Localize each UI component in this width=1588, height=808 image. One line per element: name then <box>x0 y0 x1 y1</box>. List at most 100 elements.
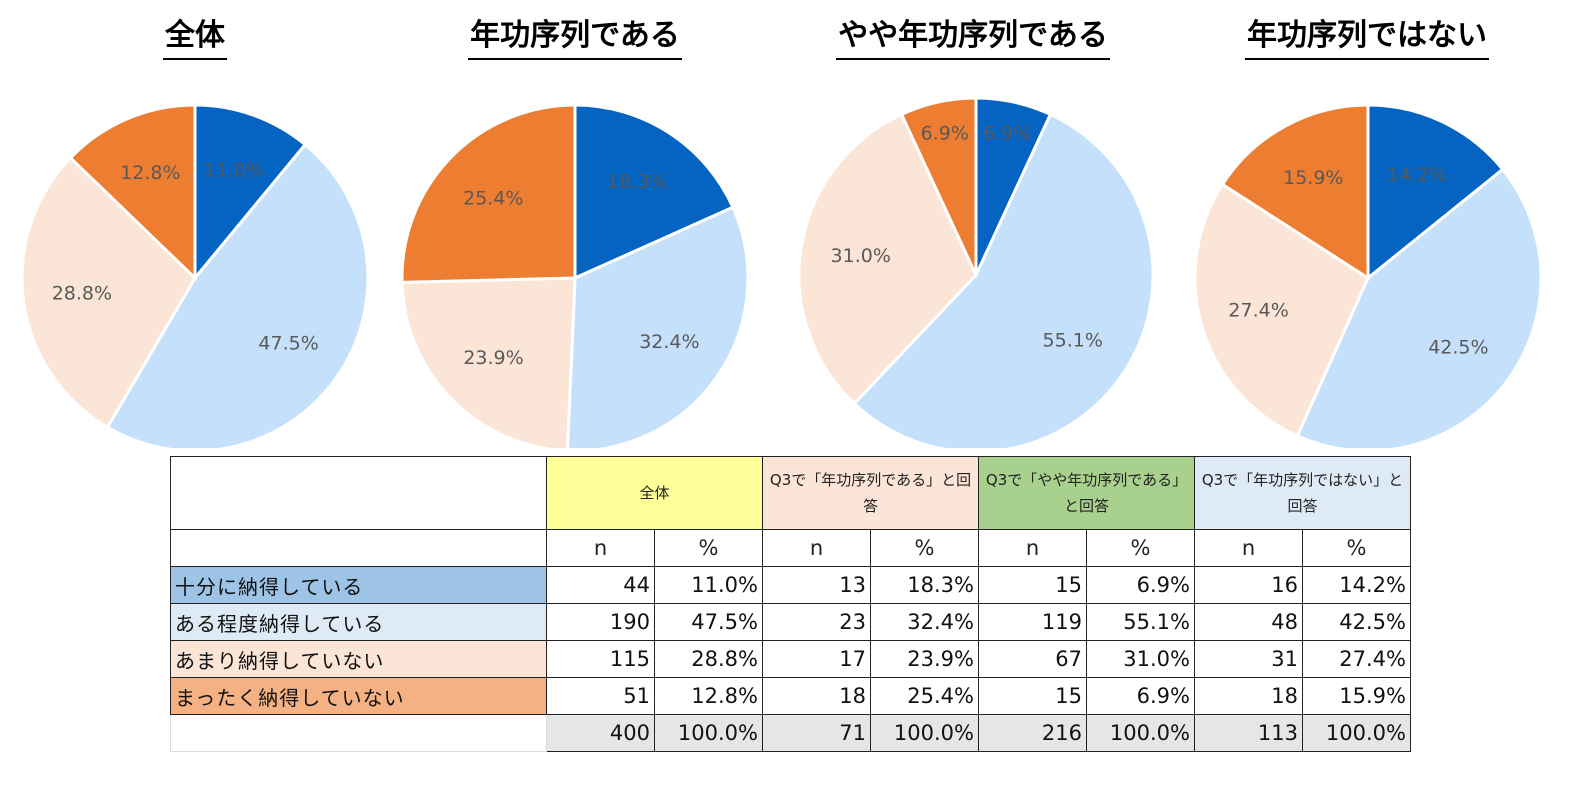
label-fully-satisfied: 18.3% <box>607 171 667 193</box>
cell-n: 44 <box>546 566 655 604</box>
cell-pct: 18.3% <box>870 566 979 604</box>
label-not-at-all-satisfied: 12.8% <box>120 162 180 184</box>
slice-not-at-all-satisfied <box>68 103 197 282</box>
group-header-seniority: Q3で「年功序列である」と回答 <box>762 456 979 530</box>
cell-n: 31 <box>1194 640 1303 678</box>
chart-title: 全体 <box>163 18 227 60</box>
cell-pct: 31.0% <box>1086 640 1195 678</box>
sub-header-pct: % <box>1086 529 1195 567</box>
label-not-very-satisfied: 23.9% <box>463 347 523 369</box>
cell-pct: 11.0% <box>654 566 763 604</box>
slice-somewhat-satisfied <box>1295 167 1543 448</box>
data-table: 全体 Q3で「年功序列である」と回答 Q3で「やや年功序列である」と回答 Q3で… <box>170 456 1411 752</box>
label-not-at-all-satisfied: 25.4% <box>463 187 523 209</box>
slice-somewhat-satisfied <box>566 205 750 448</box>
slice-not-very-satisfied <box>797 112 978 406</box>
total-n: 113 <box>1194 714 1303 752</box>
row-label: まったく納得していない <box>170 677 547 715</box>
cell-pct: 47.5% <box>654 603 763 641</box>
cell-n: 51 <box>546 677 655 715</box>
cell-n: 18 <box>1194 677 1303 715</box>
slice-somewhat-satisfied <box>852 112 1155 448</box>
cell-n: 13 <box>762 566 871 604</box>
chart-title: 年功序列ではない <box>1245 18 1489 60</box>
label-somewhat-satisfied: 47.5% <box>258 333 318 355</box>
total-pct: 100.0% <box>1086 714 1195 752</box>
slice-not-very-satisfied <box>20 155 197 430</box>
pie-svg: 18.3% 32.4% 23.9% 25.4% <box>400 103 750 448</box>
row-label: ある程度納得している <box>170 603 547 641</box>
cell-n: 115 <box>546 640 655 678</box>
cell-pct: 12.8% <box>654 677 763 715</box>
label-not-at-all-satisfied: 6.9% <box>921 122 969 144</box>
label-somewhat-satisfied: 55.1% <box>1043 330 1103 352</box>
slice-fully-satisfied <box>573 103 735 281</box>
total-pct: 100.0% <box>1302 714 1411 752</box>
slice-not-at-all-satisfied <box>1220 103 1370 281</box>
pie-chart-seniority: 年功序列である 18.3% 32.4% 23.9% 25.4% <box>380 18 770 448</box>
slice-somewhat-satisfied <box>105 142 370 448</box>
total-n: 400 <box>546 714 655 752</box>
total-pct: 100.0% <box>654 714 763 752</box>
cell-pct: 32.4% <box>870 603 979 641</box>
sub-header-corner <box>170 529 547 567</box>
cell-n: 17 <box>762 640 871 678</box>
group-header-overall: 全体 <box>546 456 763 530</box>
total-row: 400 100.0% 71 100.0% 216 100.0% 113 100.… <box>170 714 1411 752</box>
table-row: 十分に納得している 44 11.0% 13 18.3% 15 6.9% 16 1… <box>170 566 1411 604</box>
cell-n: 67 <box>978 640 1087 678</box>
group-header-not-seniority: Q3で「年功序列ではない」と回答 <box>1194 456 1411 530</box>
label-not-at-all-satisfied: 15.9% <box>1283 167 1343 189</box>
cell-pct: 42.5% <box>1302 603 1411 641</box>
total-pct: 100.0% <box>870 714 979 752</box>
cell-n: 16 <box>1194 566 1303 604</box>
cell-pct: 6.9% <box>1086 677 1195 715</box>
sub-header-n: n <box>1194 529 1303 567</box>
total-n: 71 <box>762 714 871 752</box>
sub-header-n: n <box>546 529 655 567</box>
pie-svg: 6.9% 55.1% 31.0% 6.9% <box>797 96 1155 448</box>
label-fully-satisfied: 11.0% <box>203 160 263 182</box>
cell-n: 119 <box>978 603 1087 641</box>
cell-pct: 14.2% <box>1302 566 1411 604</box>
table-row: まったく納得していない 51 12.8% 18 25.4% 15 6.9% 18… <box>170 677 1411 715</box>
pie-chart-somewhat-seniority: やや年功序列である 6.9% 55.1% 31.0% 6.9% <box>778 18 1168 448</box>
total-n: 216 <box>978 714 1087 752</box>
cell-pct: 25.4% <box>870 677 979 715</box>
label-not-very-satisfied: 28.8% <box>52 283 112 305</box>
cell-n: 23 <box>762 603 871 641</box>
label-somewhat-satisfied: 42.5% <box>1428 337 1488 359</box>
slice-not-at-all-satisfied <box>899 96 978 276</box>
row-label: あまり納得していない <box>170 640 547 678</box>
cell-n: 18 <box>762 677 871 715</box>
slice-not-very-satisfied <box>1193 182 1370 438</box>
cell-pct: 6.9% <box>1086 566 1195 604</box>
label-not-very-satisfied: 31.0% <box>831 245 891 267</box>
chart-title: 年功序列である <box>468 18 682 60</box>
cell-pct: 55.1% <box>1086 603 1195 641</box>
total-label <box>170 714 547 752</box>
sub-header-pct: % <box>1302 529 1411 567</box>
sub-header-pct: % <box>654 529 763 567</box>
cell-pct: 15.9% <box>1302 677 1411 715</box>
pie-svg: 11.0% 47.5% 28.8% 12.8% <box>20 103 370 448</box>
slice-fully-satisfied <box>193 103 308 283</box>
sub-header-n: n <box>978 529 1087 567</box>
cell-n: 15 <box>978 677 1087 715</box>
pie-svg: 14.2% 42.5% 27.4% 15.9% <box>1193 103 1543 448</box>
sub-header-row: n % n % n % n % <box>170 529 1411 567</box>
label-not-very-satisfied: 27.4% <box>1228 300 1288 322</box>
group-header-row: 全体 Q3で「年功序列である」と回答 Q3で「やや年功序列である」と回答 Q3で… <box>170 456 1411 530</box>
table-row: あまり納得していない 115 28.8% 17 23.9% 67 31.0% 3… <box>170 640 1411 678</box>
cell-n: 190 <box>546 603 655 641</box>
sub-header-n: n <box>762 529 871 567</box>
cell-pct: 27.4% <box>1302 640 1411 678</box>
corner-cell <box>170 456 547 530</box>
pie-chart-not-seniority: 年功序列ではない 14.2% 42.5% 27.4% 15.9% <box>1172 18 1562 448</box>
pie-chart-overall: 全体 11.0% 47.5% 28.8% 12.8% <box>0 18 390 448</box>
label-fully-satisfied: 6.9% <box>983 122 1031 144</box>
cell-n: 15 <box>978 566 1087 604</box>
label-fully-satisfied: 14.2% <box>1387 164 1447 186</box>
group-header-somewhat-seniority: Q3で「やや年功序列である」と回答 <box>978 456 1195 530</box>
table-row: ある程度納得している 190 47.5% 23 32.4% 119 55.1% … <box>170 603 1411 641</box>
